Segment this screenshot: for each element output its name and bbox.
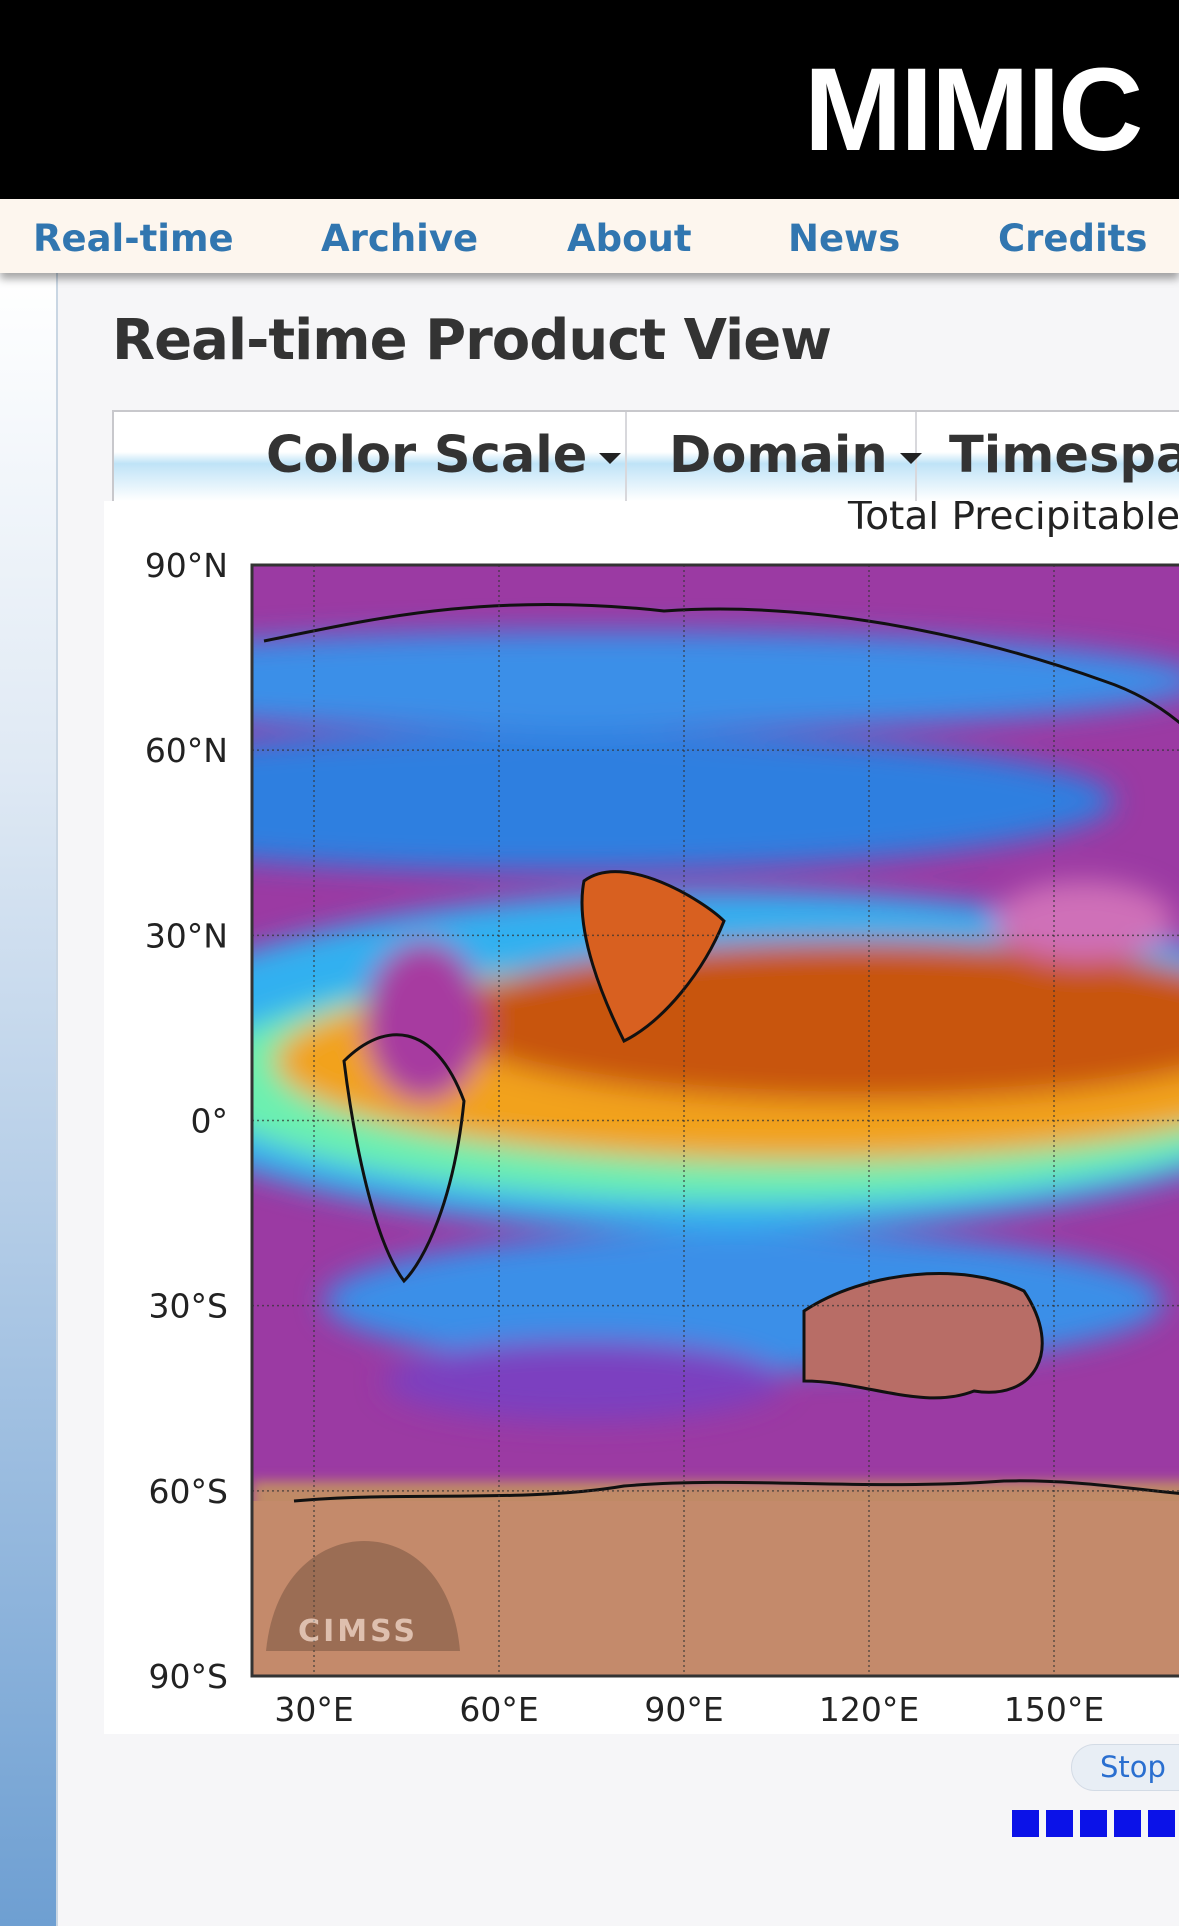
y-label: 30°N [145, 916, 228, 955]
frame-indicator[interactable] [1012, 1810, 1039, 1837]
watermark-text: CIMSS [298, 1614, 418, 1649]
map-title: Total Precipitable Water [847, 501, 1179, 539]
x-label: 120°E [819, 1690, 919, 1729]
frame-indicator[interactable] [1080, 1810, 1107, 1837]
nav-link[interactable]: Archive [321, 217, 479, 260]
x-label: 150°E [1004, 1690, 1104, 1729]
dropdown[interactable]: Color Scale [114, 412, 627, 501]
y-label: 60°S [149, 1472, 228, 1511]
frame-indicator[interactable] [1148, 1810, 1175, 1837]
stop-button[interactable]: Stop [1071, 1744, 1179, 1791]
y-label: 30°S [149, 1287, 228, 1326]
nav-bar: Real-time Archive About News Credits [0, 199, 1179, 273]
graticule [252, 565, 1179, 1676]
x-label: 90°E [644, 1690, 723, 1729]
header: MIMIC [0, 0, 1179, 199]
nav-link[interactable]: About [567, 217, 692, 260]
y-label: 60°N [145, 731, 228, 770]
toolbar: Color Scale Domain Timespan [112, 410, 1179, 503]
frame-indicator[interactable] [1046, 1810, 1073, 1837]
dropdown[interactable]: Timespan [917, 412, 1179, 501]
caret [599, 452, 622, 464]
y-labels: 90°N 60°N 30°N 0° 30°S 60°S 90°S [145, 546, 228, 1696]
stop-label: Stop [1100, 1750, 1166, 1784]
dropdown[interactable]: Domain [627, 412, 922, 501]
y-label: 0° [191, 1102, 229, 1141]
sidebar [0, 273, 58, 1926]
x-labels: 30°E 60°E 90°E 120°E 150°E [274, 1690, 1104, 1729]
x-label: 60°E [459, 1690, 538, 1729]
dropdown-label: Timespan [949, 426, 1179, 485]
map-figure: Total Precipitable Water [145, 494, 1179, 1729]
nav-link[interactable]: News [788, 217, 901, 260]
map-image [252, 565, 1179, 1676]
watermark: CIMSS [266, 1541, 460, 1651]
x-label: 30°E [274, 1690, 353, 1729]
y-label: 90°S [149, 1657, 228, 1696]
y-label: 90°N [145, 546, 228, 585]
map-panel: Total Precipitable Water [104, 494, 1179, 1734]
site-title: MIMIC [804, 44, 1143, 176]
nav-link[interactable]: Credits [998, 217, 1148, 260]
dropdown-label: Color Scale [266, 426, 588, 485]
caret [899, 452, 922, 464]
page-heading: Real-time Product View [112, 308, 832, 373]
frame-indicator[interactable] [1114, 1810, 1141, 1837]
dropdown-label: Domain [669, 426, 888, 485]
nav-link[interactable]: Real-time [33, 217, 234, 260]
